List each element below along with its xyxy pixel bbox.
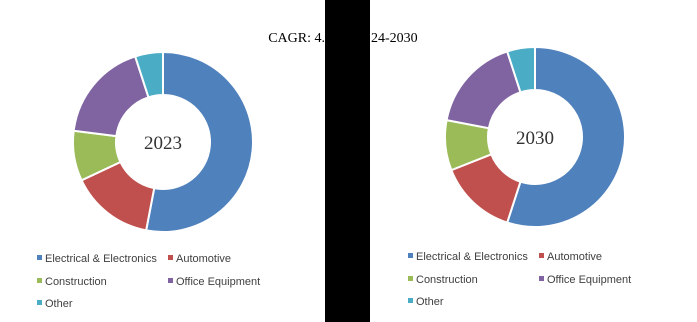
legend-label: Electrical & Electronics [416,251,528,263]
legend-label: Construction [416,274,478,286]
legend-label: Automotive [547,251,602,263]
annotation: CAGR: 4. [268,31,325,46]
legend-swatch [408,298,413,303]
donut-segment [133,50,164,99]
legend-swatch [539,253,544,258]
donut-segment [505,45,626,228]
occluding-bar [325,0,370,322]
legend-label: Office Equipment [547,274,631,286]
legend-label: Other [45,298,73,310]
legend-label: Electrical & Electronics [45,253,157,265]
legend-swatch [408,276,413,281]
legend-swatch [37,278,42,283]
legend-swatch [539,276,544,281]
legend-swatch [37,255,42,260]
center-label: 2023 [144,133,182,154]
legend-swatch [168,255,173,260]
legend-label: Automotive [176,253,231,265]
legend-label: Construction [45,276,107,288]
donut-segment [144,50,254,233]
center-label: 2030 [516,128,554,149]
legend-label: Other [416,296,444,308]
legend-label: Office Equipment [176,276,260,288]
donut-segment [505,45,536,94]
legend-swatch [168,278,173,283]
legend-swatch [408,253,413,258]
annotation: 24-2030 [371,31,418,46]
legend-swatch [37,300,42,305]
